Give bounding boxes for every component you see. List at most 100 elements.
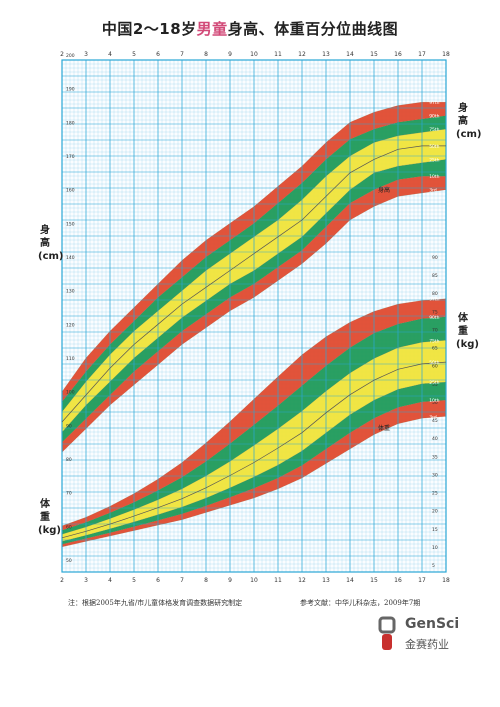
- height-tick: 50: [66, 558, 72, 564]
- height-percentile-label: 25th: [429, 157, 439, 163]
- weight-tick: 35: [432, 454, 438, 460]
- age-tick-top: 9: [228, 51, 232, 58]
- page-title: 中国2～18岁男童身高、体重百分位曲线图: [0, 18, 500, 39]
- age-tick-bottom: 15: [370, 577, 378, 584]
- age-tick-bottom: 13: [322, 577, 330, 584]
- age-tick-top: 4: [108, 51, 112, 58]
- height-percentile-label: 3rd: [429, 188, 437, 194]
- median-lines: [61, 101, 447, 548]
- weight-line-50th: [61, 361, 447, 539]
- height-percentile-label: 97th: [429, 100, 439, 106]
- height-line-50th: [61, 145, 446, 423]
- weight-tick: 15: [432, 527, 438, 533]
- weight-tick: 90: [432, 255, 438, 261]
- age-tick-bottom: 10: [250, 577, 258, 584]
- height-tick: 190: [66, 87, 75, 93]
- brand-name-cn: 金赛药业: [405, 638, 449, 651]
- weight-tick: 40: [432, 436, 438, 442]
- weight-line-10th: [61, 399, 447, 545]
- weight-line-75th: [61, 340, 447, 535]
- age-tick-bottom: 12: [298, 577, 306, 584]
- band-label-weight: 体重: [378, 424, 390, 432]
- weight-percentile-label: 25th: [429, 380, 439, 386]
- weight-percentile-label: 90th: [429, 315, 439, 321]
- height-line-10th: [61, 176, 446, 443]
- age-tick-bottom: 8: [204, 577, 208, 584]
- title-boy: 男童: [196, 20, 228, 38]
- height-tick: 90: [66, 423, 72, 429]
- height-line-25th: [61, 159, 447, 433]
- height-percentile-label: 90th: [429, 114, 439, 120]
- height-tick: 150: [66, 221, 75, 227]
- age-tick-top: 11: [274, 51, 282, 58]
- reference-note: 参考文献：中华儿科杂志，2009年7期: [300, 599, 421, 607]
- title-suffix: 身高、体重百分位曲线图: [227, 20, 399, 38]
- weight-percentile-label: 50th: [429, 360, 439, 366]
- age-tick-bottom: 16: [394, 577, 402, 584]
- weight-tick: 25: [432, 491, 438, 497]
- height-tick: 80: [66, 457, 72, 463]
- height-tick: 200: [66, 53, 75, 59]
- weight-line-3rd: [61, 416, 447, 548]
- weight-percentile-label: 3rd: [429, 414, 437, 420]
- height-percentile-label: 50th: [429, 144, 439, 150]
- grid-major: [61, 59, 447, 573]
- height-tick: 70: [66, 491, 72, 497]
- height-line-97th: [61, 101, 446, 392]
- age-tick-bottom: 9: [228, 577, 232, 584]
- age-tick-top: 12: [298, 51, 306, 58]
- height-tick: 110: [66, 356, 75, 362]
- right-height-axis-label: 身高(cm): [456, 103, 482, 140]
- age-tick-top: 17: [418, 51, 426, 58]
- age-tick-bottom: 7: [180, 577, 184, 584]
- height-line-90th: [61, 115, 447, 402]
- age-tick-top: 8: [204, 51, 208, 58]
- brand-name-en: GenSci: [405, 616, 460, 632]
- age-tick-bottom: 18: [442, 577, 450, 584]
- height-tick: 170: [66, 154, 75, 160]
- age-tick-top: 18: [442, 51, 450, 58]
- age-tick-top: 15: [370, 51, 378, 58]
- weight-tick: 75: [432, 309, 438, 315]
- height-tick: 120: [66, 322, 75, 328]
- height-tick: 100: [66, 390, 75, 396]
- source-note: 注：根据2005年九省/市儿童体格发育调查数据研究制定: [68, 599, 243, 607]
- age-tick-top: 16: [394, 51, 402, 58]
- age-tick-top: 10: [250, 51, 258, 58]
- title-prefix: 中国2～18岁: [101, 20, 197, 38]
- age-tick-bottom: 5: [132, 577, 136, 584]
- height-tick: 160: [66, 188, 75, 194]
- age-tick-bottom: 17: [418, 577, 426, 584]
- height-percentile-label: 75th: [429, 127, 439, 133]
- left-weight-axis-label: 体重(kg): [38, 499, 61, 536]
- age-tick-top: 7: [180, 51, 184, 58]
- weight-line-97th: [61, 298, 447, 527]
- weight-tick: 65: [432, 346, 438, 352]
- age-tick-bottom: 2: [60, 577, 64, 584]
- weight-tick: 50: [432, 400, 438, 406]
- weight-tick: 10: [432, 545, 438, 551]
- plot-frame: [61, 59, 447, 573]
- age-tick-top: 3: [84, 51, 88, 58]
- age-tick-bottom: 3: [84, 577, 88, 584]
- height-tick: 130: [66, 289, 75, 295]
- age-tick-top: 13: [322, 51, 330, 58]
- tick-labels: 2233445566778899101011111212131314141515…: [60, 51, 450, 584]
- age-tick-bottom: 6: [156, 577, 160, 584]
- weight-tick: 30: [432, 472, 438, 478]
- weight-tick: 80: [432, 291, 438, 297]
- height-tick: 140: [66, 255, 75, 261]
- age-tick-top: 5: [132, 51, 136, 58]
- left-height-axis-label: 身高(cm): [38, 225, 64, 262]
- age-tick-bottom: 4: [108, 577, 112, 584]
- weight-percentile-label: 75th: [429, 338, 439, 344]
- age-tick-bottom: 11: [274, 577, 282, 584]
- band-label-height: 身高: [378, 186, 390, 194]
- age-tick-bottom: 14: [346, 577, 354, 584]
- weight-percentile-label: 10th: [429, 398, 439, 404]
- age-tick-top: 6: [156, 51, 160, 58]
- weight-tick: 60: [432, 364, 438, 370]
- weight-tick: 70: [432, 327, 438, 333]
- weight-line-90th: [61, 316, 447, 531]
